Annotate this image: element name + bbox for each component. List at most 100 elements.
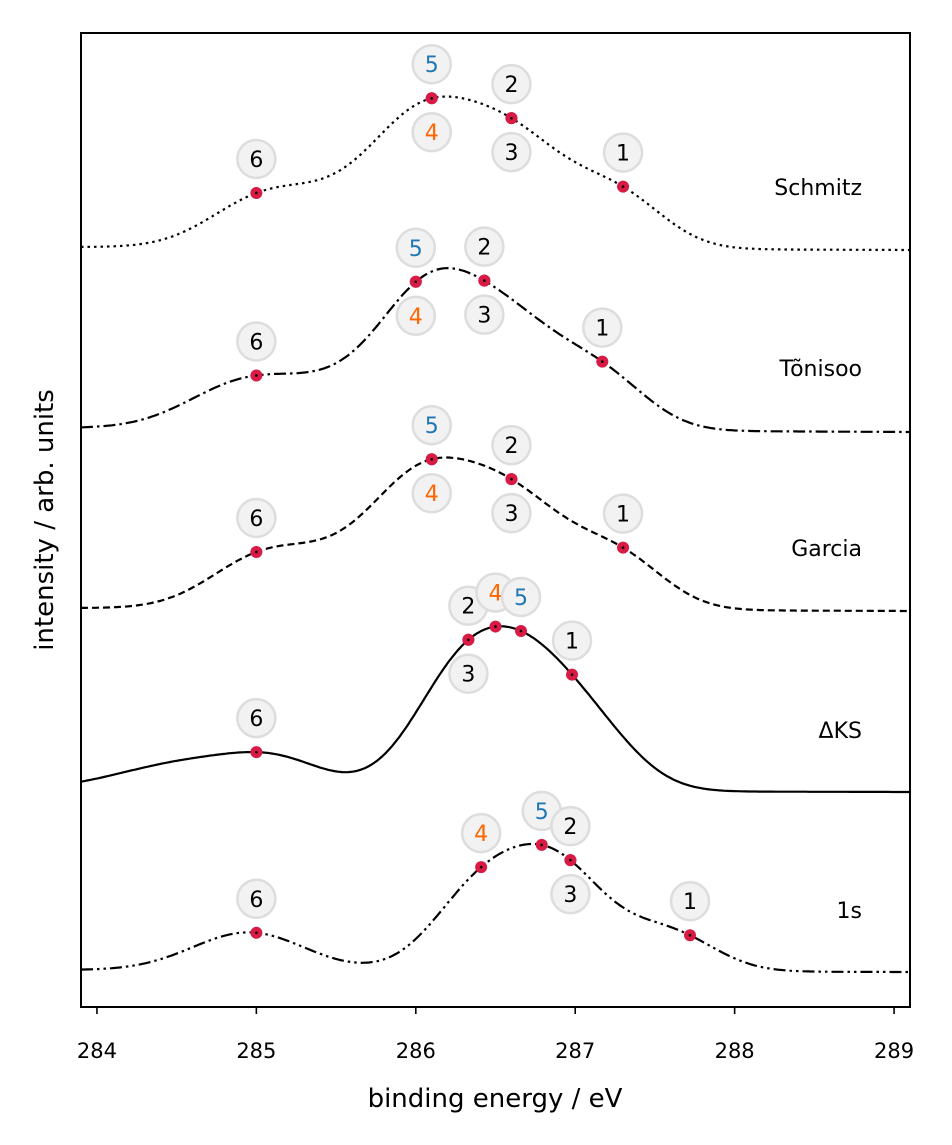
peak-label: 5 bbox=[409, 237, 423, 262]
peak-label: 2 bbox=[504, 434, 518, 459]
peak-label-bubble bbox=[491, 63, 532, 105]
peak-marker-center bbox=[255, 550, 258, 554]
x-tick-label: 289 bbox=[874, 1039, 914, 1063]
peak-label-bubble bbox=[550, 873, 591, 915]
peak-label: 6 bbox=[249, 330, 263, 355]
series-line bbox=[80, 625, 910, 794]
peak-marker-center bbox=[494, 625, 497, 628]
peak-label: 2 bbox=[563, 815, 577, 840]
series-labels-layer: Schmitz Tõnisoo Garcia ΔKS 1s bbox=[774, 176, 862, 924]
series-line bbox=[81, 266, 910, 434]
peak-marker-center bbox=[621, 546, 625, 549]
peak-label: 4 bbox=[489, 582, 503, 607]
peak-marker-center bbox=[510, 116, 513, 120]
peak-label-bubble bbox=[602, 132, 644, 173]
series-line bbox=[81, 456, 910, 613]
peak-marker-center bbox=[483, 279, 486, 282]
peak-label-bubble bbox=[460, 812, 502, 854]
peak-label-bubble bbox=[491, 492, 532, 534]
peak-label-bubble bbox=[411, 472, 452, 514]
peak-label-bubble bbox=[236, 138, 277, 180]
peak-label-bubble bbox=[411, 111, 452, 153]
x-axis-ticks: 284 285 286 287 288 289 bbox=[77, 1007, 914, 1063]
x-axis-title: binding energy / eV bbox=[368, 1084, 623, 1114]
peak-marker-center bbox=[255, 931, 258, 935]
peak-marker-center bbox=[414, 280, 418, 284]
peak-marker-center bbox=[570, 673, 574, 676]
peak-label-bubble bbox=[395, 295, 437, 337]
peak-label-bubble bbox=[491, 131, 532, 173]
peak-label: 6 bbox=[249, 888, 263, 913]
peak-marker-center bbox=[467, 638, 470, 642]
series-line bbox=[81, 95, 910, 252]
peak-label-bubble bbox=[411, 404, 452, 446]
peak-label-bubble bbox=[669, 880, 711, 922]
peak-marker-center bbox=[255, 191, 258, 195]
peak-label-bubble bbox=[500, 576, 542, 618]
peak-label: 1 bbox=[565, 630, 579, 655]
x-tick-label: 287 bbox=[555, 1039, 595, 1063]
peak-label-bubble bbox=[491, 424, 532, 466]
peak-label: 1 bbox=[595, 317, 609, 342]
peak-marker-center bbox=[621, 185, 625, 188]
peak-label: 3 bbox=[461, 663, 475, 688]
peak-label-bubble bbox=[464, 294, 505, 335]
peak-label: 3 bbox=[563, 883, 577, 908]
peak-label-bubble bbox=[236, 878, 277, 920]
peak-marker-center bbox=[255, 374, 258, 377]
peak-label: 5 bbox=[425, 414, 439, 439]
peak-marker-center bbox=[601, 360, 604, 363]
series-label: 1s bbox=[837, 899, 862, 924]
peak-marker-center bbox=[430, 96, 434, 100]
peak-label: 1 bbox=[616, 142, 630, 167]
series-label: Garcia bbox=[791, 537, 862, 562]
peak-marker-center bbox=[688, 933, 692, 937]
peak-label: 3 bbox=[504, 141, 518, 166]
peak-label: 5 bbox=[425, 53, 439, 78]
peak-marker-center bbox=[479, 865, 483, 869]
peak-label-bubble bbox=[551, 620, 593, 661]
series-label: Tõnisoo bbox=[779, 357, 862, 382]
peak-label: 6 bbox=[249, 707, 263, 732]
peak-label-bubble bbox=[236, 321, 277, 362]
peak-label: 3 bbox=[477, 304, 491, 329]
peak-label-bubble bbox=[550, 805, 591, 847]
peak-label: 5 bbox=[535, 800, 549, 825]
peak-marker-center bbox=[430, 457, 434, 461]
plot-frame bbox=[80, 32, 911, 1008]
y-axis-title: intensity / arb. units bbox=[30, 389, 60, 651]
peak-label-bubble bbox=[464, 226, 505, 267]
series-label: ΔKS bbox=[819, 719, 862, 744]
peak-label: 2 bbox=[504, 73, 518, 98]
peak-label: 1 bbox=[616, 503, 630, 528]
series-line bbox=[80, 842, 910, 974]
peak-marker-center bbox=[569, 858, 572, 862]
peak-marker-center bbox=[519, 629, 523, 633]
peak-label-bubble bbox=[411, 43, 452, 85]
peak-marker-center bbox=[255, 750, 258, 754]
x-tick-label: 285 bbox=[236, 1039, 276, 1063]
peak-label-bubble bbox=[582, 307, 623, 348]
peak-marker-center bbox=[540, 843, 544, 847]
peak-label: 4 bbox=[474, 822, 488, 847]
peak-label: 1 bbox=[683, 890, 697, 915]
peak-label-bubble bbox=[236, 697, 277, 739]
x-tick-label: 286 bbox=[396, 1039, 436, 1063]
peak-label: 2 bbox=[477, 236, 491, 261]
peak-label-bubble bbox=[236, 497, 277, 539]
peak-label: 4 bbox=[425, 121, 439, 146]
peak-label: 6 bbox=[249, 148, 263, 173]
x-tick-label: 284 bbox=[77, 1039, 117, 1063]
x-tick-label: 288 bbox=[715, 1039, 755, 1063]
peak-label-bubble bbox=[395, 227, 437, 269]
series-label: Schmitz bbox=[774, 176, 862, 201]
peak-marker-center bbox=[510, 477, 513, 481]
peak-label-bubble bbox=[602, 493, 644, 534]
peak-label: 2 bbox=[461, 595, 475, 620]
peak-label: 4 bbox=[425, 482, 439, 507]
peak-label: 3 bbox=[504, 502, 518, 527]
peak-label-bubble bbox=[448, 653, 489, 694]
